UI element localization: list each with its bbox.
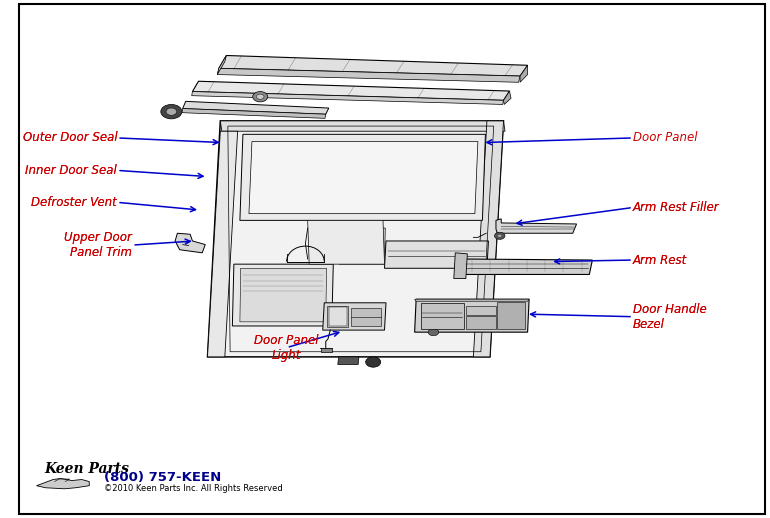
- Circle shape: [497, 234, 502, 237]
- Circle shape: [428, 328, 439, 336]
- Polygon shape: [454, 253, 467, 279]
- Polygon shape: [497, 303, 524, 329]
- Text: Keen Parts: Keen Parts: [44, 462, 129, 476]
- Text: Arm Rest: Arm Rest: [633, 253, 688, 267]
- Circle shape: [253, 92, 268, 102]
- Polygon shape: [340, 228, 385, 264]
- Text: ©2010 Keen Parts Inc. All Rights Reserved: ©2010 Keen Parts Inc. All Rights Reserve…: [104, 484, 283, 493]
- Polygon shape: [466, 315, 496, 329]
- Polygon shape: [192, 81, 510, 100]
- Text: Door Panel
Light: Door Panel Light: [254, 334, 319, 362]
- Polygon shape: [496, 219, 577, 233]
- Polygon shape: [240, 268, 326, 322]
- Text: Inner Door Seal: Inner Door Seal: [25, 164, 117, 177]
- Text: Outer Door Seal: Outer Door Seal: [22, 132, 117, 145]
- Polygon shape: [520, 65, 527, 82]
- Text: Defroster Vent: Defroster Vent: [32, 196, 117, 209]
- Polygon shape: [240, 134, 485, 220]
- Text: Arm Rest: Arm Rest: [633, 253, 688, 267]
- Circle shape: [256, 94, 264, 99]
- Text: Door Handle
Bezel: Door Handle Bezel: [633, 303, 707, 330]
- Polygon shape: [323, 303, 386, 330]
- Polygon shape: [414, 299, 529, 301]
- Polygon shape: [219, 55, 527, 76]
- Polygon shape: [384, 241, 488, 268]
- Polygon shape: [321, 348, 332, 352]
- Text: Door Panel
Light: Door Panel Light: [254, 334, 319, 362]
- Text: Outer Door Seal: Outer Door Seal: [22, 132, 117, 145]
- Text: Defroster Vent: Defroster Vent: [32, 196, 117, 209]
- Polygon shape: [327, 307, 348, 327]
- Polygon shape: [207, 121, 504, 357]
- Circle shape: [166, 108, 176, 115]
- Polygon shape: [182, 109, 326, 118]
- Circle shape: [494, 232, 505, 239]
- Polygon shape: [207, 131, 238, 357]
- Polygon shape: [217, 68, 520, 82]
- Text: Door Panel: Door Panel: [633, 132, 698, 145]
- Polygon shape: [175, 233, 206, 253]
- Polygon shape: [414, 299, 529, 332]
- Text: Upper Door
Panel Trim: Upper Door Panel Trim: [65, 231, 132, 259]
- Polygon shape: [220, 121, 505, 131]
- Polygon shape: [350, 308, 381, 326]
- Text: Inner Door Seal: Inner Door Seal: [25, 164, 117, 177]
- Polygon shape: [182, 102, 329, 114]
- Circle shape: [161, 105, 182, 119]
- Polygon shape: [329, 307, 347, 326]
- Polygon shape: [466, 307, 496, 314]
- Polygon shape: [192, 92, 504, 105]
- Polygon shape: [458, 256, 592, 275]
- Polygon shape: [474, 121, 504, 357]
- Text: Upper Door
Panel Trim: Upper Door Panel Trim: [65, 231, 132, 259]
- Text: (800) 757-KEEN: (800) 757-KEEN: [104, 471, 222, 484]
- Polygon shape: [308, 220, 384, 264]
- Text: Door Handle
Bezel: Door Handle Bezel: [633, 303, 707, 330]
- Polygon shape: [504, 91, 511, 105]
- Polygon shape: [249, 141, 478, 213]
- Polygon shape: [36, 479, 89, 489]
- Text: Arm Rest Filler: Arm Rest Filler: [633, 201, 720, 214]
- Text: Arm Rest Filler: Arm Rest Filler: [633, 201, 720, 214]
- Polygon shape: [420, 304, 464, 329]
- Polygon shape: [233, 264, 333, 326]
- Polygon shape: [338, 357, 359, 365]
- Polygon shape: [217, 55, 226, 75]
- Circle shape: [366, 357, 380, 367]
